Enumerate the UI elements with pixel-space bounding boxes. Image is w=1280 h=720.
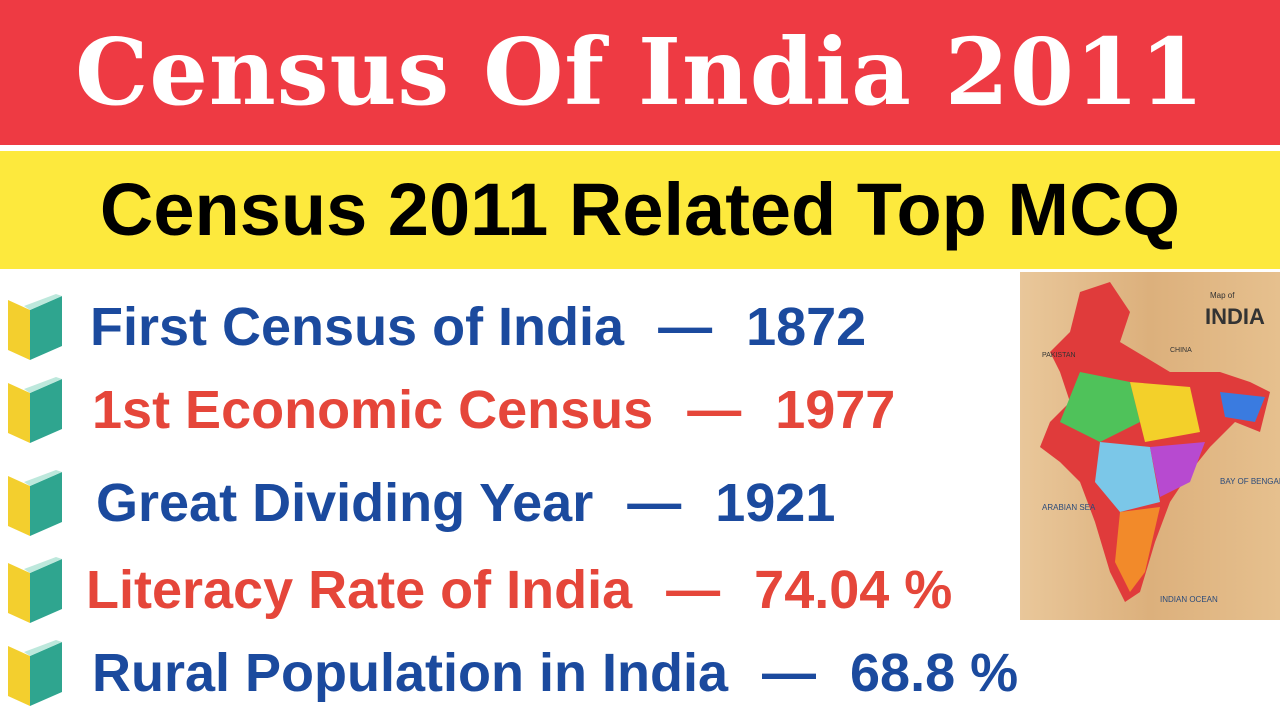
book-cover (30, 472, 62, 536)
book-cover (8, 646, 30, 706)
subtitle: Census 2011 Related Top MCQ (99, 168, 1181, 251)
map-label: CHINA (1170, 347, 1192, 354)
map-title: INDIA (1205, 304, 1265, 329)
item-separator: — (687, 380, 742, 440)
item-label: Literacy Rate of India (86, 560, 633, 620)
book-page (24, 640, 62, 656)
item-label: First Census of India (90, 297, 625, 357)
title-band (0, 0, 1280, 145)
book-icon (8, 557, 62, 623)
item-value: 74.04 % (754, 560, 953, 620)
map-region (1060, 372, 1140, 442)
map-region (1095, 442, 1160, 512)
title: Census Of India 2011 (75, 18, 1205, 126)
map-label: ARABIAN SEA (1042, 503, 1096, 512)
map-region (1150, 442, 1205, 497)
india-map: INDIA Map of ARABIAN SEA BAY OF BENGAL I… (1020, 272, 1280, 620)
map-region (1115, 507, 1160, 592)
book-cover (8, 563, 30, 623)
book-cover (30, 642, 62, 706)
item-label: Great Dividing Year (96, 473, 594, 533)
item-separator: — (666, 560, 721, 620)
map-outline (1040, 282, 1270, 602)
book-cover (30, 379, 62, 443)
item-separator: — (627, 473, 682, 533)
book-icon (8, 377, 62, 443)
book-page (24, 557, 62, 573)
book-cover (30, 296, 62, 360)
map-label: BAY OF BENGAL (1220, 477, 1280, 486)
map-label: PAKISTAN (1042, 352, 1076, 359)
book-icon (8, 294, 62, 360)
book-cover (30, 559, 62, 623)
item-label: Rural Population in India (92, 643, 729, 703)
map-region (1130, 382, 1200, 442)
book-page (24, 294, 62, 310)
item-separator: — (658, 297, 713, 357)
item-value: 1921 (715, 473, 836, 533)
book-cover (8, 300, 30, 360)
item-value: 68.8 % (850, 643, 1019, 703)
item-value: 1977 (775, 380, 896, 440)
book-page (24, 377, 62, 393)
subtitle-band (0, 151, 1280, 269)
book-icon (8, 640, 62, 706)
item-label: 1st Economic Census (92, 380, 654, 440)
book-page (24, 470, 62, 486)
book-icon (8, 470, 62, 536)
item-value: 1872 (746, 297, 867, 357)
map-region (1220, 392, 1265, 422)
book-cover (8, 476, 30, 536)
map-label: INDIAN OCEAN (1160, 595, 1218, 604)
book-cover (8, 383, 30, 443)
map-caption: Map of (1210, 291, 1235, 300)
item-separator: — (762, 643, 817, 703)
